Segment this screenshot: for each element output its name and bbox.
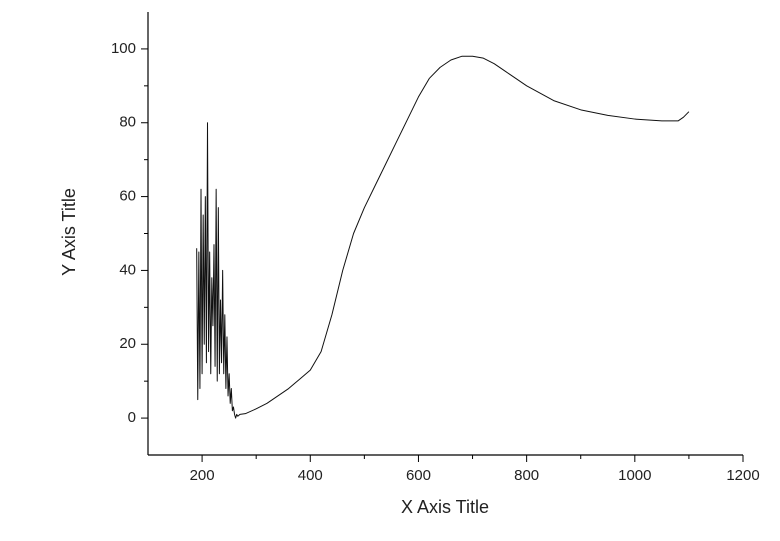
y-tick-label: 40 <box>119 261 136 278</box>
y-tick-label: 0 <box>128 409 136 426</box>
x-tick-label: 1000 <box>618 467 651 484</box>
y-tick-label: 60 <box>119 188 136 205</box>
x-tick-label: 200 <box>190 467 215 484</box>
x-tick-label: 600 <box>406 467 431 484</box>
x-tick-label: 1200 <box>726 467 759 484</box>
y-axis-title: Y Axis Title <box>59 188 79 276</box>
data-line <box>196 55 690 419</box>
x-tick-label: 400 <box>298 467 323 484</box>
y-tick-label: 20 <box>119 335 136 352</box>
y-tick-label: 100 <box>111 40 136 57</box>
x-axis-title: X Axis Title <box>401 497 489 517</box>
x-tick-label: 800 <box>514 467 539 484</box>
y-tick-label: 80 <box>119 114 136 131</box>
